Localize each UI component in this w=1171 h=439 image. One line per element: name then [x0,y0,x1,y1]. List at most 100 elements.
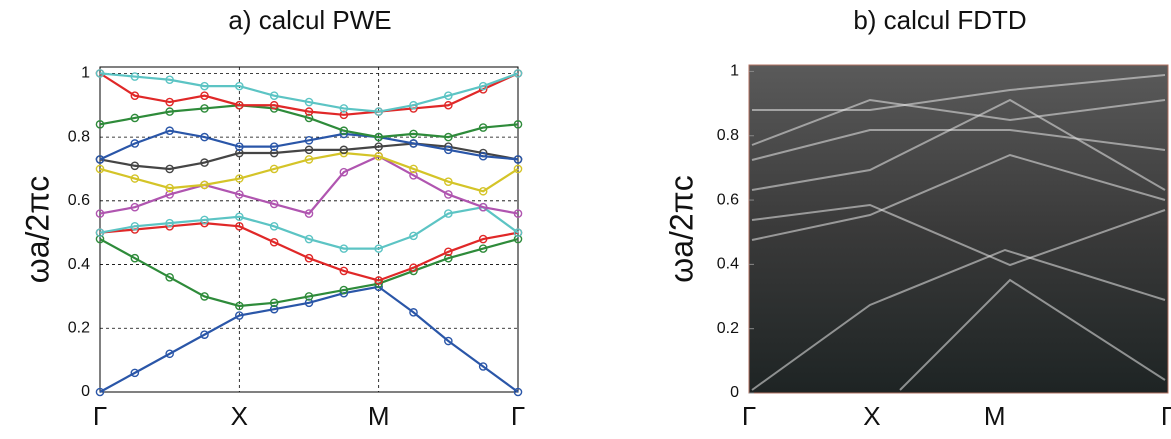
band-point [409,164,418,174]
band-line [99,206,519,250]
band-point [513,387,523,397]
band-point [130,161,140,171]
y-tick-label: 0.4 [717,256,739,273]
band-point [235,212,244,222]
x-tick-label: M [368,401,390,431]
band-point [339,244,349,253]
band-point [130,139,140,148]
band-point [444,336,453,346]
band-point [269,142,279,151]
band-point [304,298,314,308]
band-point [95,234,105,244]
y-axis-label: ωa/2πc [19,176,55,284]
band-point [235,174,244,183]
band-point [513,155,523,164]
band-point [374,107,383,116]
band-point [95,69,105,78]
band-line [99,72,519,116]
x-tick-label: X [863,401,880,431]
band-point [444,209,453,218]
y-tick-label: 0.8 [717,127,739,144]
band-point [269,237,279,247]
band-point [444,253,453,263]
band-point [200,180,209,190]
band-point [339,145,349,155]
band-point [165,126,174,136]
band-point [95,155,105,164]
band-point [235,142,244,151]
fdtd-texture [751,74,1166,391]
band-point [339,266,349,276]
band-point [95,120,105,129]
band-point [269,222,279,231]
band-point [165,75,174,85]
fdtd-image [748,64,1169,394]
chart-title: a) calcul PWE [228,5,391,35]
x-tick-label: Γ [93,401,107,431]
band-point [513,234,523,244]
band-point [165,164,174,174]
band-point [339,167,349,177]
band-point [200,104,209,113]
band-point [269,164,279,174]
band-point [235,81,244,91]
chart-title: b) calcul FDTD [853,5,1026,35]
band-point [235,222,244,231]
band-point [165,190,174,199]
y-tick-label: 1 [730,63,739,80]
band-point [95,209,105,218]
band-point [339,285,349,295]
band-point [339,104,349,113]
x-tick-label: Γ [511,401,525,431]
band-point [444,190,453,199]
band-line [99,237,519,308]
band-point [130,72,140,81]
band-point [304,253,314,263]
band-point [478,234,488,244]
band-point [304,209,314,218]
y-tick-label: 0.6 [717,191,739,208]
band-point [444,91,453,100]
band-point [165,218,174,228]
band-point [409,263,418,273]
band-point [269,298,279,308]
band-point [130,174,140,183]
band-point [269,100,279,110]
band-point [478,186,488,196]
y-tick-label: 0 [81,383,90,400]
band-point [339,126,349,136]
band-point [374,132,383,142]
band-point [374,276,383,285]
band-line [99,129,519,161]
band-point [95,228,105,237]
band-point [409,231,418,241]
band-point [444,132,453,142]
band-point [200,158,209,167]
x-tick-label: Γ [742,401,756,431]
y-tick-label: 0.2 [68,319,90,336]
band-point [235,148,244,158]
band-point [269,304,279,314]
band-point [304,145,314,155]
band-line [99,104,519,139]
band-point [409,139,418,148]
band-point [269,148,279,158]
band-point [200,292,209,301]
y-tick-label: 0.4 [68,256,90,273]
band-point [130,222,140,231]
band-point [165,97,174,107]
band-point [409,308,418,317]
band-point [339,110,349,120]
y-tick-label: 0.2 [717,320,739,337]
band-point [478,123,488,132]
band-point [444,145,453,155]
band-line [99,154,519,215]
band-point [269,199,279,209]
band-point [235,301,244,311]
band-point [478,81,488,91]
x-tick-label: Γ [1161,401,1171,431]
band-point [130,202,140,212]
band-point [165,107,174,116]
y-tick-label: 0.6 [68,192,90,209]
